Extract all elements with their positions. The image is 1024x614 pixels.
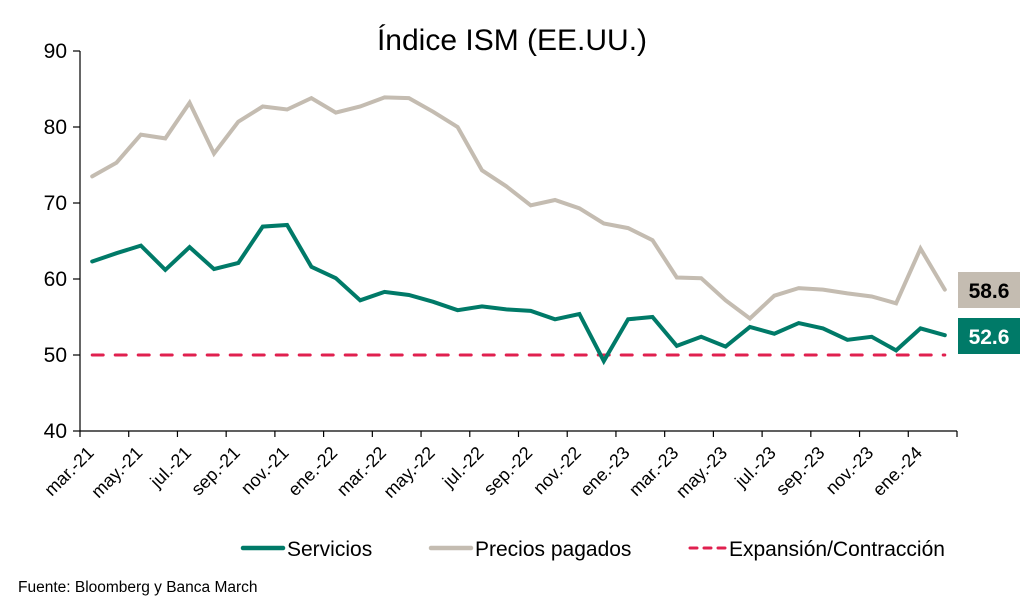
legend-label: Precios pagados [475,538,631,561]
end-label-value: 52.6 [969,326,1010,349]
chart-title: Índice ISM (EE.UU.) [377,24,647,57]
series-line [90,222,947,366]
end-label-servicios: 52.6 [958,318,1020,354]
series-precios-pagados [90,95,947,322]
y-tick-label: 80 [44,116,67,139]
x-tick-label: mar.-21 [40,443,97,500]
x-tick-label: nov.-23 [822,443,878,499]
end-label-box [958,272,1020,308]
series-line [90,95,947,322]
legend-item-servicios: Servicios [240,538,372,561]
x-tick-label: may.-22 [380,443,439,502]
x-tick-label: sep.-21 [187,443,244,500]
x-tick-label: sep.-22 [480,443,537,500]
x-tick-label: nov.-22 [529,443,585,499]
x-tick-label: may.-21 [87,443,146,502]
legend: Servicios Precios pagados Expansión/Contra… [240,538,945,561]
legend-label: Servicios [287,538,372,561]
end-label-precios-pagados: 58.6 [958,272,1020,308]
x-tick-label: ene.-24 [869,443,926,500]
y-tick-label: 60 [44,268,67,291]
y-axis: 40 50 60 70 80 90 [44,40,81,443]
x-tick-label: sep.-23 [772,443,829,500]
x-tick-label: mar.-23 [625,443,682,500]
x-tick-label: ene.-23 [576,443,633,500]
legend-label: Expansión/Contracción [729,538,945,561]
plot-area [90,95,947,366]
series-servicios [90,222,947,366]
x-tick-label: may.-23 [672,443,731,502]
y-tick-label: 50 [44,344,67,367]
x-tick-label: ene.-22 [284,443,341,500]
end-label-box [958,318,1020,354]
x-tick-label: mar.-22 [333,443,390,500]
source-note: Fuente: Bloomberg y Banca March [18,579,258,596]
end-labels: 58.6 52.6 [958,272,1020,354]
legend-item-precios-pagados: Precios pagados [428,538,631,561]
x-tick-label: nov.-21 [237,443,293,499]
y-tick-label: 70 [44,192,67,215]
y-tick-label: 40 [44,420,67,443]
end-label-value: 58.6 [969,280,1010,303]
legend-item-expansi-n-contracci-n: Expansión/Contracción [688,538,945,561]
y-tick-label: 90 [44,40,67,63]
